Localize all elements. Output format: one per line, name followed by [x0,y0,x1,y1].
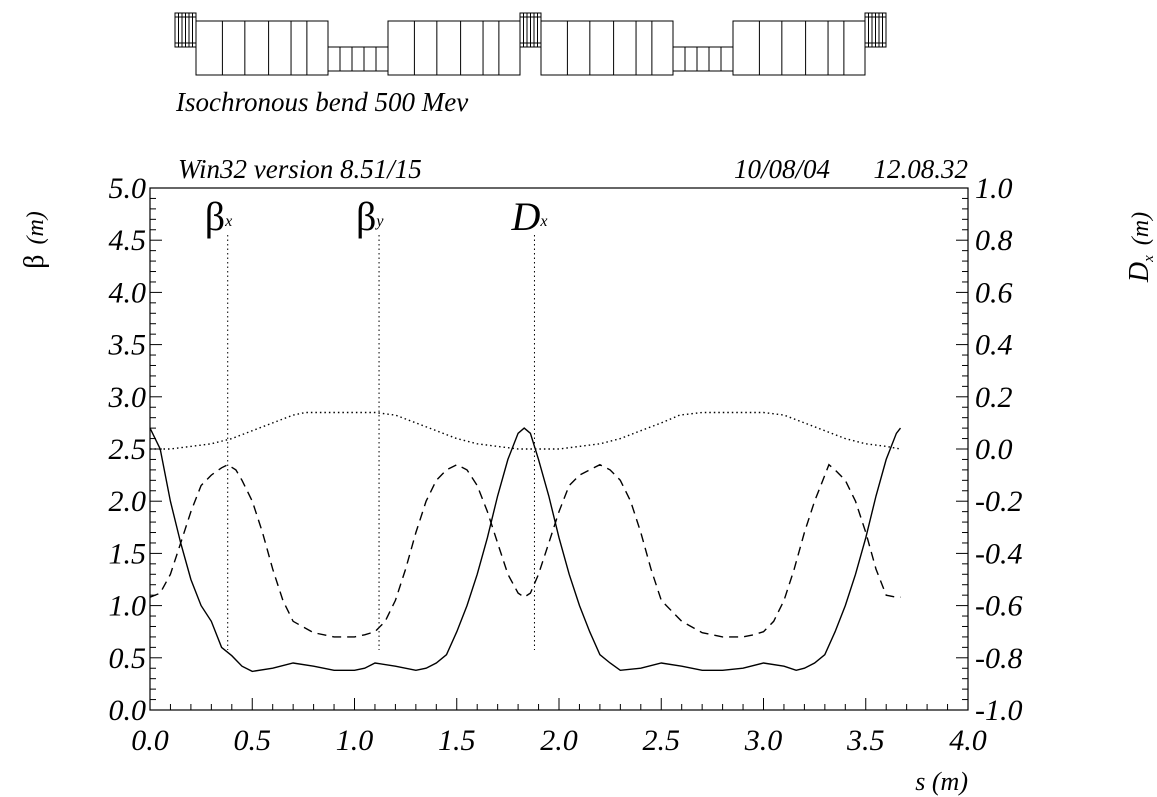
x-tick-label: 3.0 [744,724,783,757]
right-axis-title: Dx (m) [1124,212,1157,283]
x-tick-label: 4.0 [949,724,987,757]
sextupole-magnet [174,12,197,48]
x-tick-label: 2.0 [540,724,578,757]
right-y-tick-label: 0.0 [975,433,1013,466]
left-y-tick-label: 1.0 [109,590,147,623]
right-y-tick-label: -0.6 [975,590,1023,623]
left-axis-unit: (m) [23,211,49,244]
x-tick-label: 0.0 [131,724,169,757]
dipole-magnet [732,20,866,76]
sextupole-magnet [864,12,887,48]
left-axis-symbol: β [19,255,50,269]
x-tick-label: 2.5 [643,724,681,757]
left-y-tick-label: 0.0 [109,694,147,727]
plot-frame [149,187,969,711]
axis-ticks [149,187,969,711]
right-y-tick-label: 0.6 [975,276,1013,309]
sextupole-magnet [519,12,542,48]
right-axis-subscript: x [1141,255,1157,263]
left-y-tick-label: 3.0 [108,381,147,414]
left-y-tick-label: 4.0 [109,276,147,309]
x-tick-label: 1.5 [438,724,476,757]
quadrupole-magnet [327,46,389,72]
dipole-magnet [195,20,329,76]
series-labels: βx βy Dx [205,194,548,239]
series-line-βx [149,427,902,673]
series-marker-lines [227,235,535,650]
lattice-layout-diagram [174,12,887,76]
svg-text:β(m): β (m) [19,211,50,269]
svg-text:Dx(m): Dx (m) [1124,212,1157,283]
series-label: Dx [510,194,547,239]
x-axis-title: s (m) [915,767,968,796]
right-y-tick-label: 0.2 [975,381,1013,414]
left-y-tick-label: 2.0 [109,485,147,518]
axis-tick-labels: 0.0 0.5 1.0 1.5 2.0 2.5 3.0 3.5 4.0 0.0 0.5 1.0 1.5 2… [108,172,1023,757]
dipole-magnet [387,20,521,76]
x-tick-label: 1.0 [336,724,374,757]
series-label: βy [356,194,384,239]
left-axis-title: β (m) [19,211,50,269]
software-version-label: Win32 version 8.51/15 [178,154,422,184]
left-y-tick-label: 0.5 [109,642,147,675]
right-y-tick-label: 0.4 [975,329,1013,362]
left-y-tick-label: 3.5 [108,329,147,362]
left-y-tick-label: 2.5 [109,433,147,466]
series-line-βy [149,463,901,638]
time-label: 12.08.32 [874,154,969,184]
right-y-tick-label: -0.2 [975,485,1023,518]
right-y-tick-label: 1.0 [975,172,1013,205]
right-y-tick-label: 0.8 [975,224,1013,257]
series-lines [149,411,902,673]
chart-subtitle: Isochronous bend 500 Mev [175,87,468,117]
left-y-tick-label: 1.5 [109,537,147,570]
right-axis-unit: (m) [1128,212,1154,245]
quadrupole-magnet [672,46,734,72]
x-tick-label: 0.5 [234,724,272,757]
series-line-Dx [150,411,901,450]
x-tick-label: 3.5 [846,724,885,757]
left-y-tick-label: 4.5 [109,224,147,257]
left-y-tick-label: 5.0 [109,172,147,205]
right-y-tick-label: -1.0 [975,694,1023,727]
date-label: 10/08/04 [734,154,830,184]
right-y-tick-label: -0.4 [975,537,1023,570]
right-y-tick-label: -0.8 [975,642,1023,675]
right-axis-symbol: D [1124,262,1155,283]
dipole-magnet [540,20,674,76]
series-label: βx [205,194,232,239]
